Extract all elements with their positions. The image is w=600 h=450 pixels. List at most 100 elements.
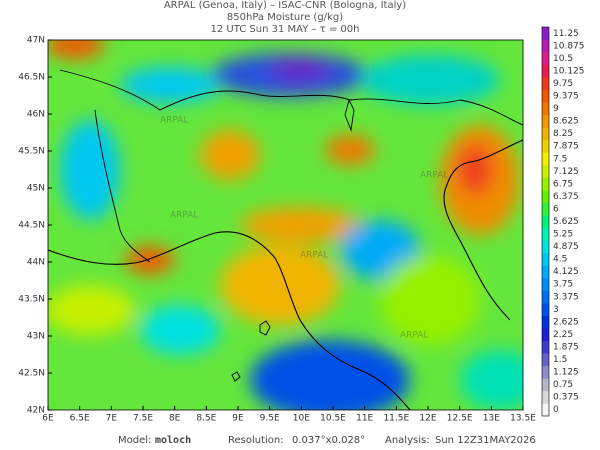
colorbar-cell bbox=[542, 89, 549, 103]
longitude-label: 10.5E bbox=[320, 414, 346, 424]
colorbar-cell bbox=[542, 290, 549, 304]
coastline bbox=[443, 139, 523, 321]
footer-label: Analysis: bbox=[385, 435, 430, 446]
watermark: ARPAL bbox=[300, 251, 328, 261]
longitude-label: 13.5E bbox=[510, 414, 536, 424]
colorbar-label: 9 bbox=[553, 104, 559, 114]
colorbar-cell bbox=[542, 152, 549, 166]
colorbar-label: 6.75 bbox=[553, 179, 573, 189]
longitude-label: 8E bbox=[169, 414, 181, 424]
labels: 47N 46.5N 46N 45.5N 45N 44.5N 44N 43.5N 43N 42.5N… bbox=[18, 26, 585, 424]
colorbar-frame bbox=[541, 26, 550, 417]
longitude-label: 7.5E bbox=[133, 414, 153, 424]
longitude-label: 8.5E bbox=[196, 414, 216, 424]
colorbar-cell bbox=[542, 64, 549, 78]
colorbar-label: 9.75 bbox=[553, 79, 573, 89]
colorbar-label: 4.875 bbox=[553, 242, 579, 252]
longitude-label: 7E bbox=[106, 414, 118, 424]
header-line: 12 UTC Sun 31 MAY – τ = 00h bbox=[211, 24, 360, 35]
colorbar-label: 6.375 bbox=[553, 192, 579, 202]
colorbar-cell bbox=[542, 202, 549, 216]
colorbar-cell bbox=[542, 190, 549, 203]
longitude-label: 13E bbox=[483, 414, 500, 424]
colorbar-label: 1.125 bbox=[553, 368, 579, 378]
colorbar-cell bbox=[542, 127, 549, 141]
colorbar-cell bbox=[542, 353, 549, 367]
latitude-label: 42.5N bbox=[18, 369, 45, 379]
colorbar-cell bbox=[542, 52, 549, 65]
colorbar-label: 11.25 bbox=[553, 29, 579, 39]
colorbar-cell bbox=[542, 240, 549, 254]
latitude-label: 43N bbox=[27, 332, 45, 342]
colorbar-label: 0 bbox=[553, 405, 559, 415]
colorbar-cell bbox=[542, 139, 549, 153]
footer-label: Resolution: bbox=[228, 435, 284, 446]
footer-value: Sun 12Z31MAY2026 bbox=[435, 435, 536, 446]
colorbar-cell bbox=[542, 27, 549, 40]
longitude-label: 12E bbox=[419, 414, 436, 424]
colorbar-label: 10.5 bbox=[553, 54, 573, 64]
colorbar-label: 8.625 bbox=[553, 117, 579, 127]
colorbar-label: 5.25 bbox=[553, 230, 573, 240]
header-line: ARPAL (Genoa, Italy) – ISAC-CNR (Bologna… bbox=[164, 0, 406, 11]
colorbar-label: 4.125 bbox=[553, 267, 579, 277]
colorbar-cell bbox=[542, 215, 549, 229]
footer-value: 0.037°x0.028° bbox=[292, 435, 365, 446]
longitude-label: 11E bbox=[356, 414, 373, 424]
colorbar-label: 10.125 bbox=[553, 66, 585, 76]
colorbar-label: 4.5 bbox=[553, 255, 567, 265]
colorbar-label: 0.375 bbox=[553, 393, 579, 403]
colorbar-cell bbox=[542, 77, 549, 91]
colorbar-label: 5.625 bbox=[553, 217, 579, 227]
colorbar-label: 8.25 bbox=[553, 129, 573, 139]
colorbar-cell bbox=[542, 365, 549, 379]
latitude-label: 43.5N bbox=[18, 295, 45, 305]
colorbar-label: 0.75 bbox=[553, 380, 573, 390]
colorbar-cell bbox=[542, 265, 549, 279]
island-lake bbox=[231, 98, 355, 382]
colorbar-cell bbox=[542, 277, 549, 291]
colorbar-label: 7.125 bbox=[553, 167, 579, 177]
colorbar-cell bbox=[542, 390, 549, 404]
colorbar-cell bbox=[542, 39, 549, 53]
colorbar-label: 9.375 bbox=[553, 92, 579, 102]
coastline bbox=[48, 231, 411, 410]
latitude-label: 46N bbox=[27, 110, 45, 120]
colorbar-label: 3 bbox=[553, 305, 559, 315]
colorbar-cell bbox=[542, 177, 549, 191]
colorbar-cell bbox=[542, 114, 549, 128]
longitude-label: 11.5E bbox=[383, 414, 409, 424]
colorbar-label: 2.625 bbox=[553, 317, 579, 327]
watermark: ARPAL bbox=[400, 331, 428, 341]
moisture-field bbox=[48, 40, 523, 410]
colorbar-cell bbox=[542, 227, 549, 241]
colorbar-cell bbox=[542, 303, 549, 316]
latitude-label: 46.5N bbox=[18, 73, 45, 83]
colorbar-label: 3.75 bbox=[553, 280, 573, 290]
watermark: ARPAL bbox=[170, 211, 198, 221]
colorbar-cell bbox=[542, 378, 549, 392]
colorbar-label: 7.875 bbox=[553, 142, 579, 152]
latitude-label: 45N bbox=[27, 184, 45, 194]
field-blobs bbox=[48, 40, 523, 410]
longitude-label: 6.5E bbox=[70, 414, 90, 424]
colorbar-cell bbox=[542, 102, 549, 116]
colorbar-cell bbox=[542, 403, 549, 417]
colorbar-label: 2.25 bbox=[553, 330, 573, 340]
longitude-label: 10E bbox=[293, 414, 310, 424]
latitude-label: 44.5N bbox=[18, 221, 45, 231]
colorbar-cell bbox=[542, 165, 549, 178]
footer-value: moloch bbox=[155, 435, 191, 446]
colorbar-label: 6 bbox=[553, 204, 559, 214]
border bbox=[59, 69, 523, 126]
longitude-label: 6E bbox=[42, 414, 54, 424]
colorbar-label: 1.5 bbox=[553, 355, 567, 365]
colorbar-cell bbox=[542, 315, 549, 329]
watermark: ARPAL bbox=[160, 116, 188, 126]
watermark: ARPAL bbox=[420, 171, 448, 181]
footer-label: Model: bbox=[118, 435, 151, 446]
latitude-label: 42N bbox=[27, 406, 45, 416]
latitude-label: 45.5N bbox=[18, 147, 45, 157]
latitude-label: 44N bbox=[27, 258, 45, 268]
